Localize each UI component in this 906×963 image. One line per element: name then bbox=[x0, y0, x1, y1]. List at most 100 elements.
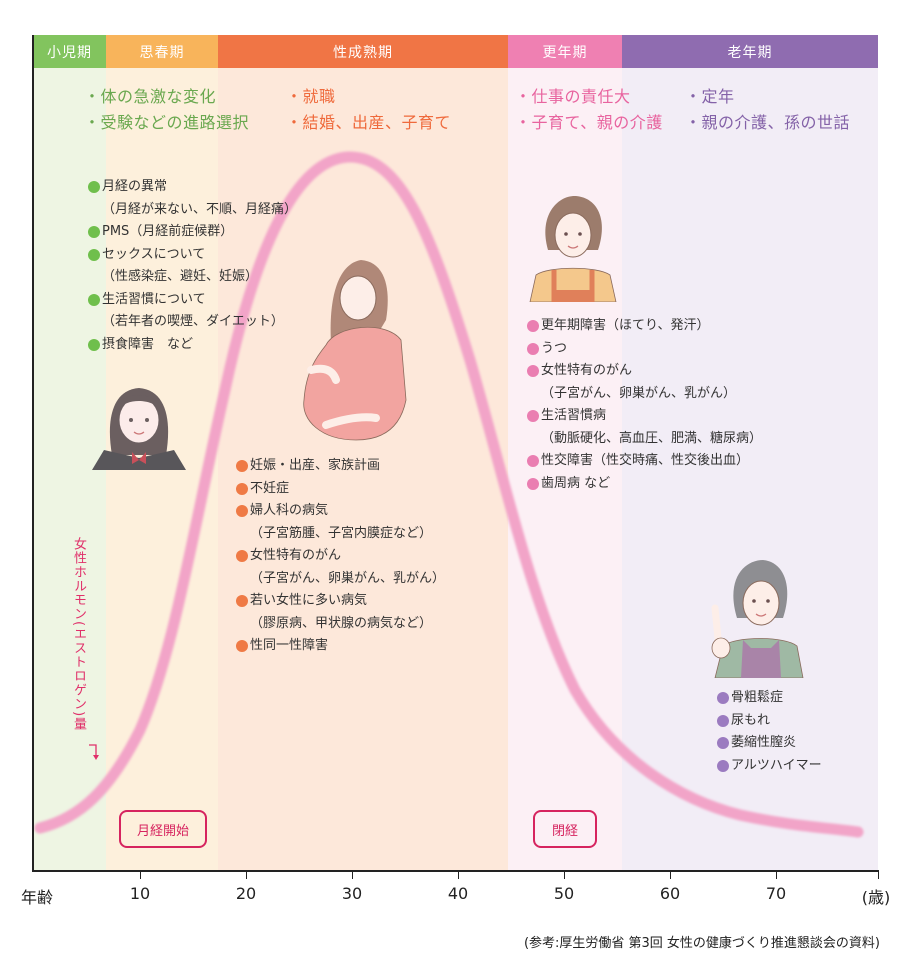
x-tick-label: 50 bbox=[553, 884, 575, 903]
list-item: 若い女性に多い病気 bbox=[236, 590, 445, 613]
x-tick-label: 40 bbox=[447, 884, 469, 903]
life-event: ・体の急激な変化 bbox=[84, 87, 217, 106]
x-axis-unit: (歳) bbox=[861, 888, 891, 907]
bullet-dot-icon bbox=[88, 181, 100, 194]
list-item: 妊娠・出産、家族計画 bbox=[236, 455, 445, 478]
list-item: 歯周病 など bbox=[527, 473, 762, 496]
list-item: うつ bbox=[527, 338, 762, 361]
bullet-dot-icon bbox=[88, 226, 100, 239]
list-item: 女性特有のがん bbox=[236, 545, 445, 568]
bullet-dot-icon bbox=[717, 714, 729, 727]
stage-header-meno: 更年期 bbox=[508, 35, 622, 68]
x-tick bbox=[564, 871, 565, 879]
x-tick bbox=[776, 871, 777, 879]
bullet-dot-icon bbox=[236, 640, 248, 653]
list-item: （膠原病、甲状腺の病気など） bbox=[250, 615, 433, 631]
list-item: （子宮がん、卵巣がん、乳がん） bbox=[250, 570, 446, 586]
list-item: セックスについて bbox=[88, 244, 297, 267]
life-event: ・受験などの進路選択 bbox=[84, 113, 250, 132]
list-item: （月経が来ない、不順、月経痛） bbox=[102, 201, 298, 217]
list-item: 生活習慣病 bbox=[527, 405, 762, 428]
life-event: ・親の介護、孫の世話 bbox=[685, 113, 851, 132]
x-tick bbox=[458, 871, 459, 879]
menarche-marker: 月経開始 bbox=[119, 810, 207, 848]
x-tick bbox=[878, 871, 879, 879]
bullet-dot-icon bbox=[236, 460, 248, 473]
x-tick-label: 20 bbox=[235, 884, 257, 903]
bullet-dot-icon bbox=[717, 692, 729, 705]
bullet-dot-icon bbox=[88, 248, 100, 261]
y-axis bbox=[32, 35, 34, 871]
menopause-marker: 閉経 bbox=[533, 810, 597, 848]
bullet-dot-icon bbox=[236, 482, 248, 495]
bullet-dot-icon bbox=[527, 455, 539, 468]
bullet-dot-icon bbox=[527, 410, 539, 423]
health-list-senior: 骨粗鬆症 尿もれ 萎縮性膣炎 アルツハイマー bbox=[717, 687, 822, 777]
health-list-mature: 妊娠・出産、家族計画 不妊症 婦人科の病気 （子宮筋腫、子宮内膜症など） 女性特… bbox=[236, 455, 445, 658]
x-axis bbox=[32, 870, 879, 872]
list-item: （若年者の喫煙、ダイエット） bbox=[102, 314, 284, 329]
x-axis-title: 年齢 bbox=[20, 888, 54, 907]
bullet-dot-icon bbox=[527, 320, 539, 333]
list-item: （子宮筋腫、子宮内膜症など） bbox=[250, 525, 433, 541]
list-item: 不妊症 bbox=[236, 478, 445, 501]
stage-header-child: 小児期 bbox=[33, 35, 106, 68]
menopause-woman-illustration bbox=[529, 195, 617, 302]
life-event: ・定年 bbox=[685, 87, 735, 106]
x-tick bbox=[246, 871, 247, 879]
stage-header-senior: 老年期 bbox=[622, 35, 878, 68]
bullet-dot-icon bbox=[717, 737, 729, 750]
bullet-dot-icon bbox=[527, 342, 539, 355]
x-tick bbox=[140, 871, 141, 879]
bullet-dot-icon bbox=[236, 505, 248, 518]
bullet-dot-icon bbox=[88, 338, 100, 351]
health-list-puberty: 月経の異常 （月経が来ない、不順、月経痛） PMS（月経前症候群） セックスにつ… bbox=[88, 176, 297, 356]
x-tick bbox=[670, 871, 671, 879]
x-tick-label: 30 bbox=[341, 884, 363, 903]
list-item: アルツハイマー bbox=[717, 755, 822, 778]
life-event: ・子育て、親の介護 bbox=[515, 113, 663, 132]
x-tick bbox=[352, 871, 353, 879]
list-item: 尿もれ bbox=[717, 710, 822, 733]
list-item: PMS（月経前症候群） bbox=[88, 221, 297, 244]
list-item: 性同一性障害 bbox=[236, 635, 445, 658]
life-event: ・就職 bbox=[286, 87, 336, 106]
list-item: 女性特有のがん bbox=[527, 360, 762, 383]
stage-header-puberty: 思春期 bbox=[106, 35, 218, 68]
bullet-dot-icon bbox=[88, 293, 100, 306]
life-events-puberty: ・体の急激な変化 ・受験などの進路選択 bbox=[84, 84, 249, 136]
health-list-meno: 更年期障害（ほてり、発汗） うつ 女性特有のがん （子宮がん、卵巣がん、乳がん）… bbox=[527, 315, 762, 495]
list-item: 生活習慣について bbox=[88, 289, 297, 312]
life-events-meno: ・仕事の責任大 ・子育て、親の介護 bbox=[515, 84, 663, 136]
bullet-dot-icon bbox=[527, 365, 539, 378]
life-events-mature: ・就職 ・結婚、出産、子育て bbox=[286, 84, 451, 136]
list-item: 性交障害（性交時痛、性交後出血） bbox=[527, 450, 762, 473]
list-item: （子宮がん、卵巣がん、乳がん） bbox=[541, 385, 737, 401]
band-senior-bg bbox=[622, 68, 878, 870]
senior-woman-illustration bbox=[711, 560, 804, 678]
bullet-dot-icon bbox=[717, 759, 729, 772]
list-item: （性感染症、避妊、妊娠） bbox=[102, 269, 259, 284]
list-item: 萎縮性膣炎 bbox=[717, 732, 822, 755]
pregnant-woman-illustration bbox=[303, 260, 407, 441]
schoolgirl-illustration bbox=[92, 388, 186, 470]
stage-header-mature: 性成熟期 bbox=[218, 35, 508, 68]
band-mature-bg bbox=[218, 68, 508, 870]
list-item: 更年期障害（ほてり、発汗） bbox=[527, 315, 762, 338]
list-item: 摂食障害 など bbox=[88, 334, 297, 357]
y-axis-label: 女性ホルモン(エストロゲン)量 bbox=[71, 537, 86, 732]
life-events-senior: ・定年 ・親の介護、孫の世話 bbox=[685, 84, 850, 136]
life-event: ・仕事の責任大 bbox=[515, 87, 631, 106]
arrow-down-icon bbox=[89, 744, 99, 760]
x-tick-label: 70 bbox=[765, 884, 787, 903]
list-item: 骨粗鬆症 bbox=[717, 687, 822, 710]
list-item: 婦人科の病気 bbox=[236, 500, 445, 523]
bullet-dot-icon bbox=[236, 550, 248, 563]
bullet-dot-icon bbox=[527, 477, 539, 490]
x-tick-label: 60 bbox=[659, 884, 681, 903]
source-note: (参考:厚生労働省 第3回 女性の健康づくり推進懇談会の資料) bbox=[523, 936, 880, 951]
bullet-dot-icon bbox=[236, 595, 248, 608]
list-item: 月経の異常 bbox=[88, 176, 297, 199]
list-item: （動脈硬化、高血圧、肥満、糖尿病） bbox=[541, 430, 763, 446]
